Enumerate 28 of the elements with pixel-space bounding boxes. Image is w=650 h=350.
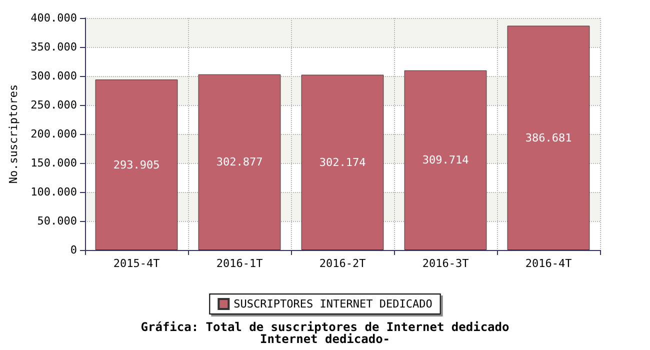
y-tick-label: 350.000 bbox=[30, 40, 77, 54]
data-label: 293.905 bbox=[113, 158, 160, 172]
bar bbox=[198, 74, 281, 250]
data-label: 302.877 bbox=[216, 156, 263, 169]
y-tick-label: 150.000 bbox=[30, 156, 77, 170]
y-tick-label: 50.000 bbox=[37, 214, 77, 228]
x-tick-label: 2016-3T bbox=[422, 257, 470, 270]
y-tick-label: 0 bbox=[70, 244, 77, 256]
x-tick-label: 2016-1T bbox=[216, 257, 264, 270]
data-label: 386.681 bbox=[525, 131, 572, 144]
bar bbox=[95, 80, 178, 250]
legend-label: SUSCRIPTORES INTERNET DEDICADO bbox=[234, 298, 432, 310]
text: Gráfica: Total de suscriptores de Internet dedicado bbox=[140, 320, 510, 334]
y-tick-label: 300.000 bbox=[30, 70, 77, 82]
y-tick-label: 200.000 bbox=[30, 128, 77, 140]
y-tick-label: 250.000 bbox=[30, 98, 77, 112]
data-label: 309.714 bbox=[422, 154, 470, 167]
y-tick-label: 100.000 bbox=[30, 186, 77, 198]
y-tick-label: 400.000 bbox=[30, 12, 77, 24]
data-label: 302.174 bbox=[319, 156, 366, 169]
x-tick-label: 2015-4T bbox=[113, 257, 160, 270]
x-tick-label: 2016-4T bbox=[525, 257, 572, 270]
text: Internet dedicado- bbox=[260, 332, 390, 346]
bar bbox=[301, 74, 384, 250]
y-axis-title: No.suscriptores bbox=[7, 84, 20, 184]
x-tick-label: 2016-2T bbox=[319, 257, 366, 270]
bar bbox=[404, 70, 487, 250]
bar bbox=[507, 26, 590, 250]
